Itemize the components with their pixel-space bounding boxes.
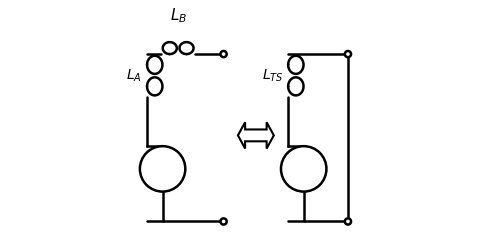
Circle shape — [140, 146, 185, 192]
Text: $S_L$: $S_L$ — [150, 160, 165, 175]
Text: $A$: $A$ — [162, 152, 170, 164]
Circle shape — [220, 51, 227, 57]
Circle shape — [220, 218, 227, 225]
Polygon shape — [238, 122, 274, 149]
Circle shape — [345, 218, 351, 225]
Text: $S_{TS}$: $S_{TS}$ — [294, 161, 314, 176]
Text: $L_B$: $L_B$ — [170, 7, 187, 25]
Circle shape — [345, 51, 351, 57]
Text: $L_{TS}$: $L_{TS}$ — [262, 67, 283, 84]
Circle shape — [281, 146, 326, 192]
Text: $L_A$: $L_A$ — [126, 67, 142, 84]
